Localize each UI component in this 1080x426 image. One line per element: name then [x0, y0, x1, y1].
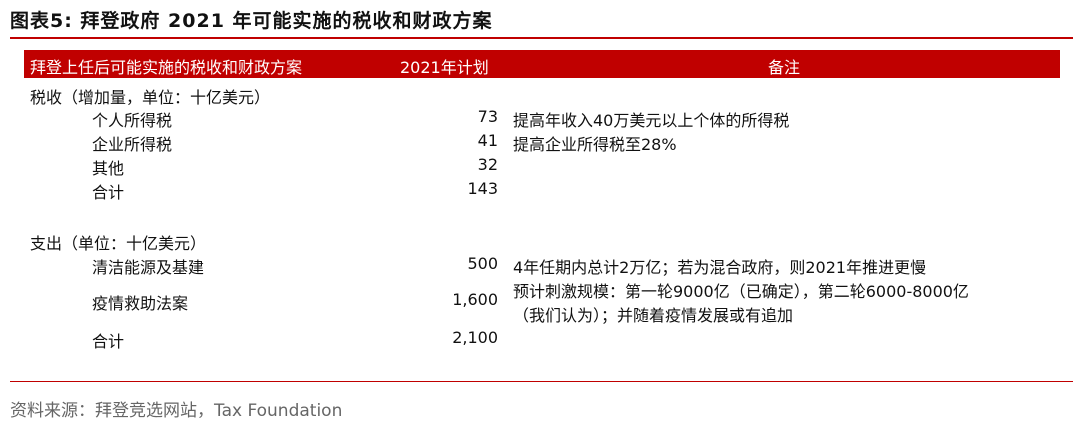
row-note-cont: （我们认为）；并随着疫情发展或有追加: [513, 306, 794, 325]
bottom-divider: [10, 381, 1073, 382]
row-note: 提高年收入40万美元以上个体的所得税: [513, 111, 790, 130]
row-value: 143: [467, 179, 498, 198]
row-value: 500: [467, 254, 498, 273]
header-col3: 备注: [768, 58, 801, 77]
figure-title: 图表5: 拜登政府 2021 年可能实施的税收和财政方案: [10, 10, 493, 32]
row-label: 疫情救助法案: [92, 294, 189, 313]
row-label: 个人所得税: [92, 111, 173, 130]
row-note: 4年任期内总计2万亿；若为混合政府，则2021年推进更慢: [513, 258, 927, 277]
row-note: 提高企业所得税至28%: [513, 135, 677, 154]
row-value: 41: [477, 131, 498, 150]
row-label: 企业所得税: [92, 135, 173, 154]
row-note: 预计刺激规模：第一轮9000亿（已确定），第二轮6000-8000亿: [513, 282, 969, 301]
row-label: 其他: [92, 159, 125, 178]
row-label: 合计: [92, 332, 125, 351]
row-value: 32: [477, 155, 498, 174]
table-header: 拜登上任后可能实施的税收和财政方案 2021年计划 备注: [24, 50, 1060, 78]
header-col1: 拜登上任后可能实施的税收和财政方案: [30, 58, 303, 77]
row-label: 合计: [92, 183, 125, 202]
section-spend: 支出（单位：十亿美元）: [30, 234, 207, 253]
row-value: 1,600: [452, 290, 498, 309]
row-value: 2,100: [452, 328, 498, 347]
source-note: 资料来源：拜登竞选网站，Tax Foundation: [10, 401, 343, 421]
row-value: 73: [477, 107, 498, 126]
row-label: 清洁能源及基建: [92, 258, 205, 277]
header-col2: 2021年计划: [400, 58, 489, 77]
section-tax: 税收（增加量，单位：十亿美元）: [30, 88, 271, 107]
title-divider: [10, 37, 1073, 39]
